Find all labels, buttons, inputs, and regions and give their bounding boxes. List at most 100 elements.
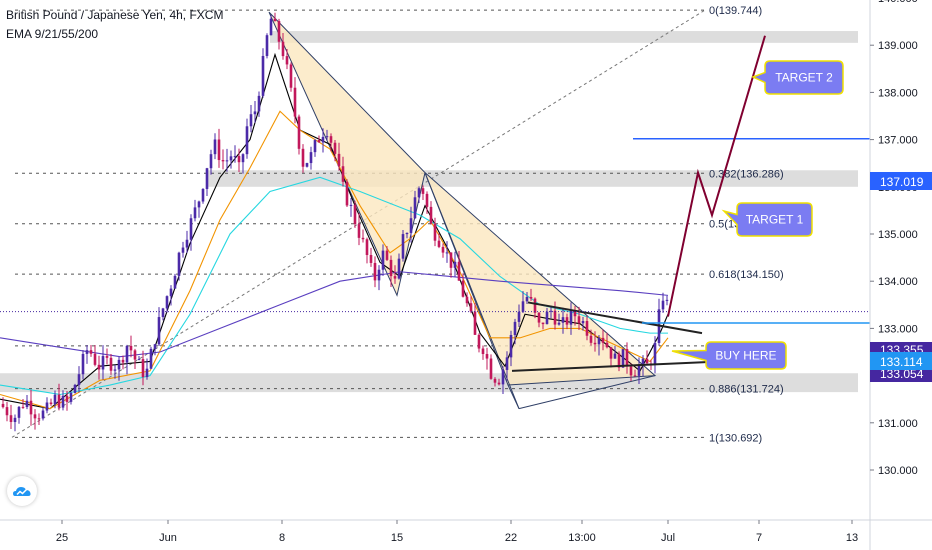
candle-body <box>605 342 609 348</box>
candle-body <box>29 400 33 415</box>
wedge-lower-line <box>511 360 721 372</box>
candle-body <box>489 358 493 379</box>
y-tick-label: 138.000 <box>878 87 918 99</box>
candle-body <box>429 206 433 224</box>
trend-lines[interactable] <box>0 137 870 372</box>
candle-body <box>89 350 93 354</box>
fib-level-label: 1(130.692) <box>709 432 762 444</box>
candle-body <box>133 350 137 360</box>
x-tick-label: 13 <box>846 532 858 544</box>
callouts[interactable]: TARGET 2 TARGET 1 BUY HERE <box>671 60 844 370</box>
indicator-legend: EMA 9/21/55/200 <box>6 27 99 41</box>
candle-body <box>129 345 133 351</box>
candle-body <box>121 359 125 363</box>
fib-level-label: 0.618(134.150) <box>709 269 784 281</box>
candle-body <box>297 116 301 149</box>
target-2-callout-box <box>751 60 844 95</box>
candle-body <box>329 136 333 143</box>
candle-body <box>125 345 129 363</box>
candle-body <box>137 359 141 361</box>
candle-body <box>505 357 509 370</box>
candle-body <box>565 317 569 325</box>
fib-level-label: 0.886(131.724) <box>709 384 784 396</box>
y-tick-label: 135.000 <box>878 229 918 241</box>
candle-body <box>493 378 497 383</box>
projection-path[interactable] <box>667 35 766 317</box>
candle-body <box>233 156 237 158</box>
candle-body <box>349 204 353 206</box>
candle-body <box>597 337 601 345</box>
candle-body <box>81 353 85 375</box>
price-level-badge-label: 133.114 <box>880 355 923 369</box>
candle-body <box>385 250 389 260</box>
candle-body <box>281 41 285 57</box>
candle-body <box>305 163 309 167</box>
candle-body <box>417 188 421 198</box>
candle-body <box>665 299 669 301</box>
y-tick-label: 137.000 <box>878 135 918 147</box>
candle-body <box>621 349 625 368</box>
candle-body <box>61 395 65 408</box>
y-tick-label: 140.000 <box>878 0 918 5</box>
candle-body <box>581 321 585 324</box>
candle-body <box>393 276 397 279</box>
candle-body <box>469 303 473 312</box>
candle-body <box>325 136 329 138</box>
candle-body <box>441 246 445 253</box>
x-tick-label: 8 <box>279 532 285 544</box>
candle-body <box>197 201 201 208</box>
candle-body <box>397 258 401 279</box>
candle-body <box>5 407 9 416</box>
candle-body <box>169 288 173 297</box>
target-1-callout-label: TARGET 1 <box>746 213 804 227</box>
candle-body <box>637 365 641 376</box>
candle-body <box>553 310 557 325</box>
candle-body <box>465 296 469 304</box>
ema-line-2 <box>0 110 669 410</box>
candle-body <box>93 353 97 365</box>
pattern-triangle-bcd <box>424 172 657 386</box>
x-tick-label: 15 <box>391 532 403 544</box>
candle-body <box>157 317 161 345</box>
candle-body <box>313 140 317 153</box>
candle-body <box>245 126 249 155</box>
candle-body <box>189 218 193 240</box>
candle-body <box>97 364 101 370</box>
candle-body <box>541 322 545 325</box>
candle-body <box>481 348 485 355</box>
candle-body <box>521 301 525 312</box>
candle-body <box>341 166 345 182</box>
candle-body <box>37 418 41 420</box>
candle-body <box>165 296 169 309</box>
candle-body <box>453 261 457 268</box>
y-tick-label: 139.000 <box>878 40 918 52</box>
candle-body <box>529 296 533 299</box>
candle-body <box>209 154 213 169</box>
candle-body <box>585 321 589 336</box>
candle-body <box>377 269 381 281</box>
tradingview-logo[interactable] <box>7 476 37 506</box>
harmonic-pattern[interactable] <box>268 11 657 410</box>
candle-body <box>573 310 577 317</box>
candle-body <box>317 140 321 143</box>
x-tick-label: 25 <box>56 532 68 544</box>
zone-rect <box>270 31 858 43</box>
candle-body <box>369 255 373 263</box>
candle-body <box>237 156 241 163</box>
candle-body <box>517 311 521 322</box>
candle-body <box>617 353 621 368</box>
candle-body <box>193 207 197 219</box>
candle-body <box>321 136 325 143</box>
candle-body <box>525 296 529 302</box>
x-tick-label: 13:00 <box>568 532 596 544</box>
candle-body <box>569 310 573 325</box>
candle-body <box>421 188 425 194</box>
candle-body <box>277 21 281 42</box>
candle-body <box>361 237 365 240</box>
candle-body <box>53 394 57 405</box>
x-tick-label: 7 <box>756 532 762 544</box>
candle-body <box>33 414 37 419</box>
candle-body <box>389 259 393 277</box>
